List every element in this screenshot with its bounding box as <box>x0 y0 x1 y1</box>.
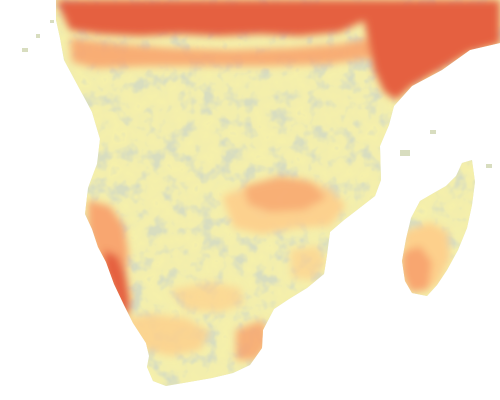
island-speck-2 <box>486 164 492 168</box>
central-high-core <box>244 176 326 212</box>
island-speck-1 <box>430 130 436 134</box>
north-high-band <box>56 0 380 36</box>
karoo-orange-patch <box>170 282 244 312</box>
madagascar-southeast-high <box>402 246 432 292</box>
island-speck-3 <box>22 48 28 52</box>
north-orange-band <box>70 38 372 68</box>
mozambique-orange-patch <box>290 246 326 280</box>
island-speck-5 <box>50 20 54 23</box>
island-speck-4 <box>36 34 40 38</box>
namibian-coast-high-band <box>104 250 130 318</box>
madagascar <box>402 160 475 296</box>
small-islands <box>22 20 492 168</box>
island-comoros <box>400 150 410 156</box>
east-horn-high-band <box>360 0 500 100</box>
